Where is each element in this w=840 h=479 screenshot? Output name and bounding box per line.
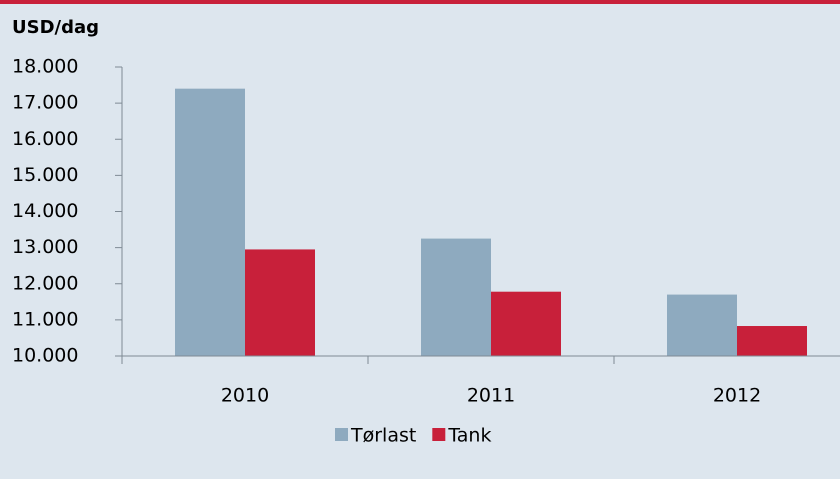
- y-tick-label: 12.000: [12, 272, 78, 294]
- bar: [737, 326, 807, 356]
- bar: [175, 88, 245, 357]
- legend-label: Tank: [447, 425, 491, 447]
- x-tick-label: 2012: [713, 385, 761, 407]
- x-tick-label: 2010: [221, 385, 269, 407]
- bar: [667, 294, 737, 356]
- y-tick-label: 14.000: [12, 200, 78, 222]
- x-tick-label: 2011: [467, 385, 515, 407]
- y-tick-label: 16.000: [12, 128, 78, 150]
- y-tick-label: 11.000: [12, 308, 78, 330]
- y-tick-label: 10.000: [12, 345, 78, 367]
- chart-title: USD/dag: [12, 17, 99, 38]
- bar: [491, 291, 561, 356]
- bar: [245, 249, 315, 356]
- y-tick-label: 15.000: [12, 164, 78, 186]
- top-rule: [0, 0, 840, 4]
- legend-label: Tørlast: [350, 425, 416, 447]
- y-tick-label: 18.000: [12, 56, 78, 78]
- bar: [421, 238, 491, 356]
- y-tick-label: 17.000: [12, 92, 78, 114]
- legend-swatch: [335, 428, 348, 441]
- y-tick-label: 13.000: [12, 236, 78, 258]
- legend-swatch: [432, 428, 446, 441]
